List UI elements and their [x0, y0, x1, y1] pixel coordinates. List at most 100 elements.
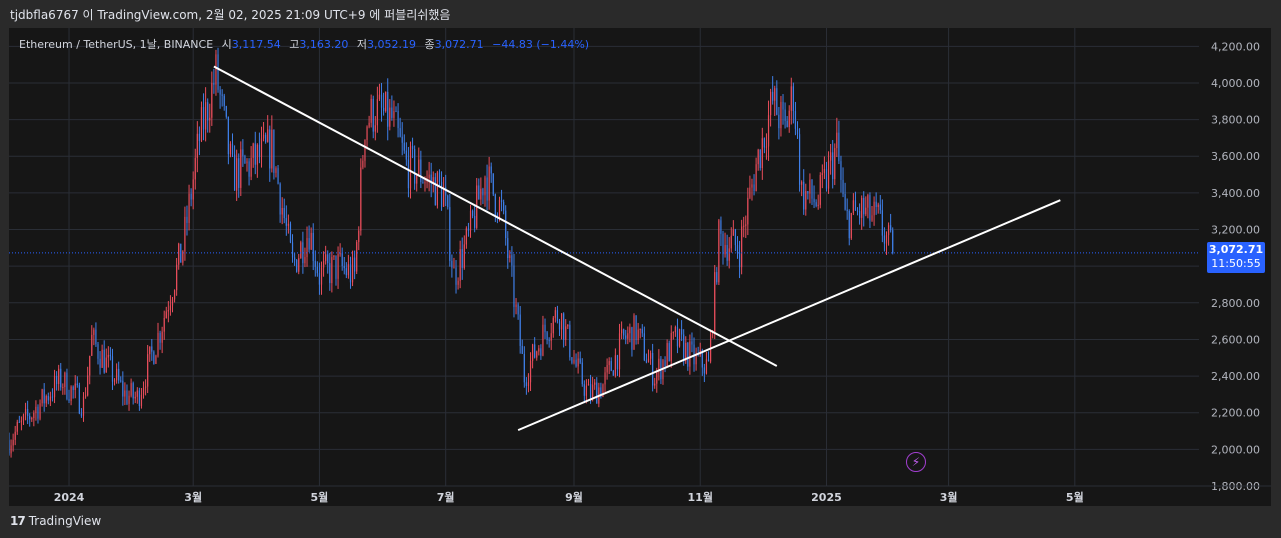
candle-body — [879, 204, 881, 211]
candle-body — [302, 242, 304, 264]
candle-body — [844, 194, 846, 210]
symbol-legend: Ethereum / TetherUS, 1날, BINANCE 시3,117.… — [19, 36, 589, 52]
candle-body — [666, 343, 668, 367]
candle-body — [525, 382, 527, 387]
candle-body — [546, 332, 548, 341]
candle-body — [215, 54, 217, 85]
candle-body — [331, 257, 333, 284]
footer: 17 TradingView — [0, 506, 1281, 538]
candle-body — [743, 225, 745, 227]
candle-body — [76, 383, 78, 386]
candle-body — [478, 185, 480, 200]
candle-body — [883, 235, 886, 244]
candle-body — [875, 201, 877, 208]
candle-body — [147, 354, 149, 387]
candle-body — [202, 107, 205, 130]
candle-body — [623, 329, 625, 336]
y-tick-label: 4,000.00 — [1211, 77, 1260, 90]
candle-body — [41, 389, 43, 404]
candle-body — [62, 387, 64, 389]
candle-body — [277, 168, 279, 184]
candle-body — [536, 351, 538, 358]
tradingview-logo[interactable]: 17 TradingView — [10, 514, 101, 528]
candle-body — [517, 304, 519, 315]
candle-body — [821, 173, 823, 176]
candle-body — [126, 390, 128, 404]
candle-body — [689, 341, 691, 367]
chart-frame[interactable]: 1,800.00 2,000.00 2,200.00 2,400.00 2,600.00… — [9, 28, 1271, 506]
candle-body — [335, 255, 337, 279]
candle-body — [138, 390, 140, 406]
price-chart[interactable]: 1,800.002,000.002,200.002,400.002,600.00… — [9, 28, 1271, 506]
candle-body — [134, 396, 136, 399]
candle-body — [403, 142, 405, 151]
candle-body — [91, 334, 93, 356]
candle-body — [443, 187, 445, 207]
candle-body — [140, 394, 143, 406]
candle-body — [474, 215, 476, 228]
candle-body — [695, 352, 697, 365]
candle-body — [581, 362, 583, 385]
candle-body — [741, 226, 743, 268]
candle-body — [82, 396, 85, 416]
lightning-icon[interactable]: ⚡ — [906, 452, 926, 472]
candle-body — [807, 191, 809, 194]
candle-body — [786, 120, 788, 127]
candle-body — [318, 273, 321, 285]
candle-body — [548, 340, 550, 342]
candle-body — [256, 144, 258, 165]
open-label: 시 — [221, 38, 232, 51]
x-tick-label: 3월 — [184, 490, 202, 504]
candle-body — [130, 383, 132, 396]
symbol-name: Ethereum / TetherUS, 1날, BINANCE — [19, 38, 214, 51]
candle-body — [728, 248, 730, 261]
high-label: 고 — [289, 38, 300, 51]
candle-body — [705, 359, 708, 374]
candle-body — [765, 146, 768, 148]
tradingview-brand: TradingView — [28, 514, 102, 528]
candle-body — [585, 385, 588, 396]
candle-body — [225, 105, 227, 117]
candle-body — [654, 383, 656, 386]
candle-body — [157, 332, 159, 356]
candle-body — [401, 136, 403, 143]
candle-body — [569, 324, 571, 358]
candle-body — [87, 375, 89, 396]
candle-body — [637, 329, 639, 340]
candle-body — [825, 168, 828, 189]
candle-body — [552, 317, 554, 334]
candle-body — [668, 343, 670, 362]
candle-body — [260, 138, 263, 158]
candle-body — [405, 150, 407, 160]
candle-body — [39, 403, 41, 419]
candle-body — [289, 223, 292, 243]
candle-body — [194, 157, 196, 180]
candle-body — [190, 193, 192, 200]
candle-body — [873, 201, 875, 216]
candle-body — [532, 344, 534, 361]
candle-body — [200, 107, 203, 141]
candle-body — [592, 384, 594, 398]
candle-body — [794, 110, 797, 129]
candle-body — [24, 408, 27, 415]
trendline[interactable] — [517, 199, 1061, 432]
trendlines[interactable] — [213, 65, 1061, 432]
candle-body — [484, 177, 486, 196]
time-axis[interactable]: 2024 3월 5월 7월 9월 11월 2025 3월 5월 — [9, 485, 1271, 504]
candle-body — [858, 211, 861, 218]
candle-body — [267, 129, 269, 142]
candle-body — [248, 161, 250, 177]
y-tick-label: 2,000.00 — [1211, 443, 1260, 456]
candle-body — [627, 333, 629, 339]
candle-body — [51, 396, 54, 398]
candle-body — [755, 164, 757, 192]
candle-body — [132, 383, 134, 399]
candle-body — [188, 193, 190, 223]
candle-body — [416, 174, 418, 184]
trendline[interactable] — [213, 65, 778, 367]
candle-body — [534, 344, 536, 358]
candle-body — [629, 327, 631, 334]
candle-body — [774, 88, 776, 101]
candle-body — [560, 313, 563, 330]
candle-body — [494, 194, 496, 216]
